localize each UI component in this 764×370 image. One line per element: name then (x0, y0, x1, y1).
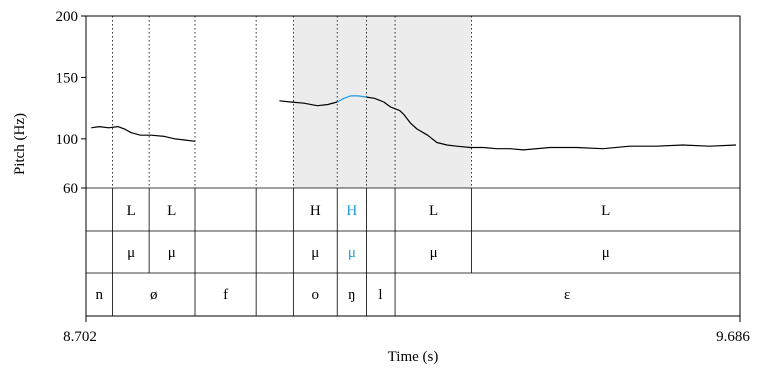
tier-label: μ (430, 245, 438, 261)
y-axis-label: Pitch (Hz) (12, 113, 28, 175)
x-tick-label-start: 8.702 (63, 329, 97, 345)
tier-label: μ (348, 245, 356, 261)
tier-label: H (310, 203, 321, 219)
y-tick-label: 60 (63, 181, 78, 197)
tier-label: μ (602, 245, 610, 261)
tier-label: L (429, 203, 438, 219)
tier-label: L (127, 203, 136, 219)
pitch-contour (366, 96, 737, 151)
x-tick-label-end: 9.686 (716, 329, 750, 345)
tier-label: L (167, 203, 176, 219)
tier-label: f (223, 287, 228, 303)
y-tick-label: 200 (56, 9, 79, 25)
tier-label: ø (150, 287, 158, 303)
x-axis-label: Time (s) (388, 349, 439, 365)
pitch-contour (279, 100, 338, 107)
tier-label: n (96, 287, 104, 303)
y-tick-label: 150 (56, 70, 79, 86)
tier-label: H (346, 203, 357, 219)
pitch-contour (336, 95, 367, 103)
tier-label: μ (168, 245, 176, 261)
tier-label: ŋ (348, 287, 355, 303)
tier-label: ɛ (564, 287, 570, 303)
tier-label: o (312, 287, 320, 303)
pitch-contour (91, 125, 196, 142)
tier-label: μ (127, 245, 135, 261)
tier-label: μ (311, 245, 319, 261)
plot-frame (85, 15, 741, 317)
tier-label: l (378, 287, 382, 303)
y-tick-label: 100 (56, 132, 79, 148)
tier-label: L (601, 203, 610, 219)
